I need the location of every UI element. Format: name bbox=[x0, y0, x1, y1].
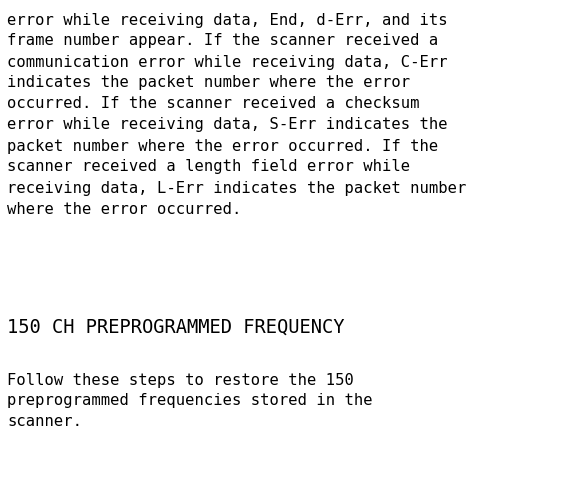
Text: Follow these steps to restore the 150
preprogrammed frequencies stored in the
sc: Follow these steps to restore the 150 pr… bbox=[7, 372, 373, 430]
Text: 150 CH PREPROGRAMMED FREQUENCY: 150 CH PREPROGRAMMED FREQUENCY bbox=[7, 318, 344, 336]
Text: error while receiving data, End, d-Err, and its
frame number appear. If the scan: error while receiving data, End, d-Err, … bbox=[7, 12, 466, 216]
